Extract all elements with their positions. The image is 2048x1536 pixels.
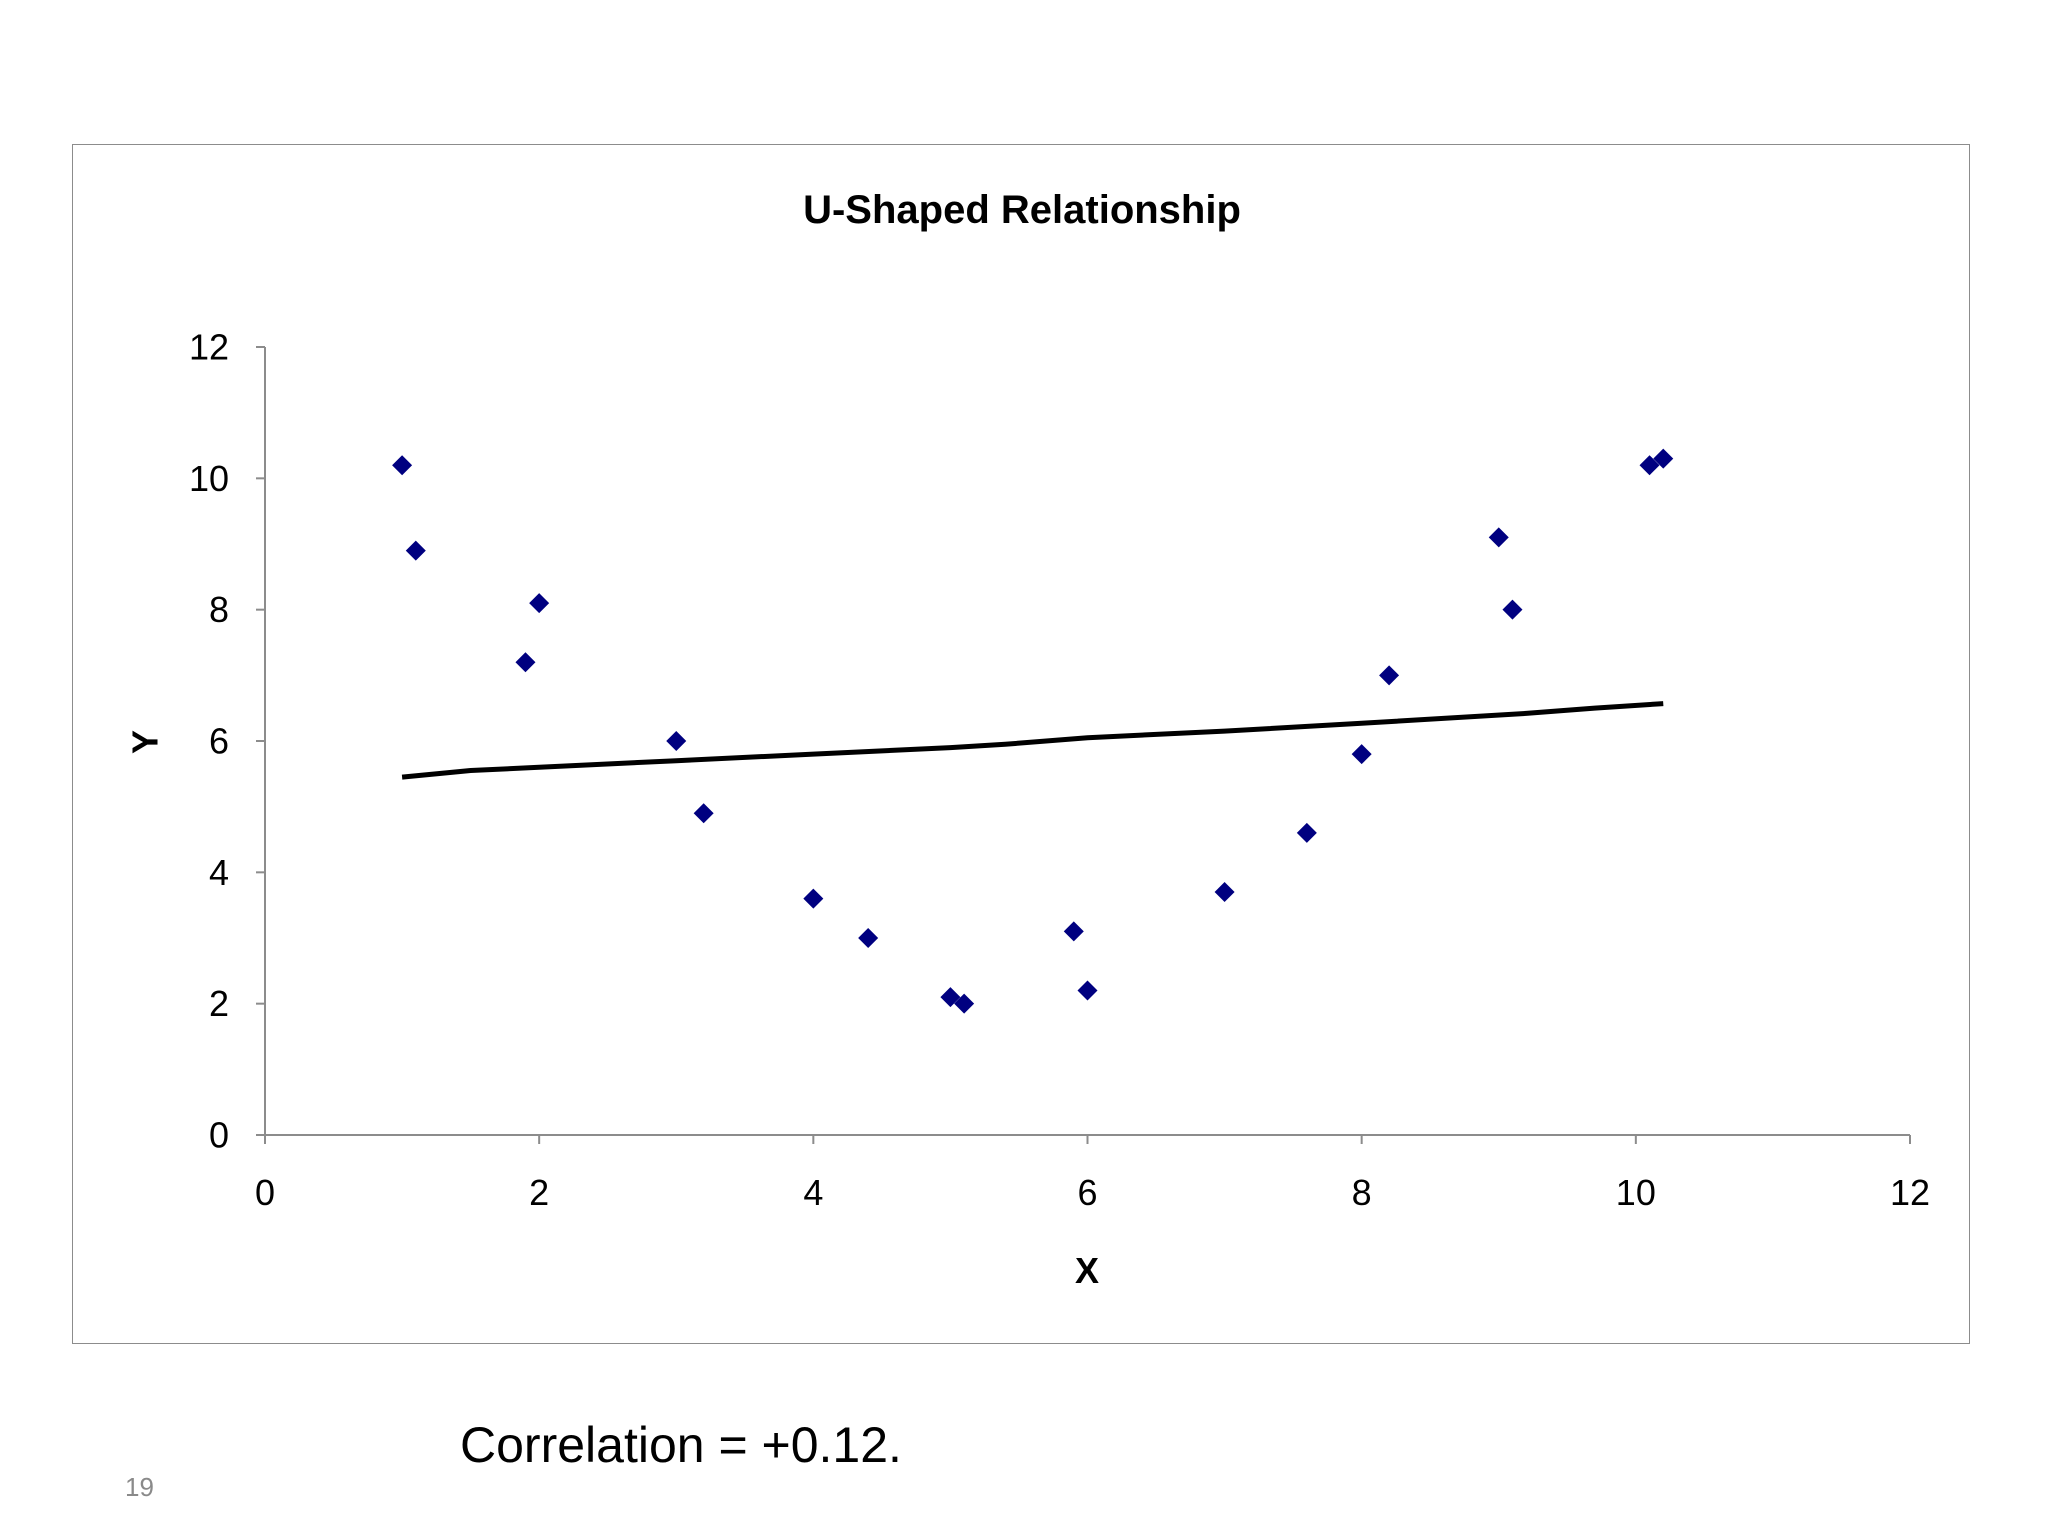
y-tick-label: 2 [209,983,229,1024]
data-point [1077,980,1098,1001]
x-tick-label: 8 [1352,1172,1372,1213]
x-tick-label: 2 [529,1172,549,1213]
data-point [1488,527,1509,548]
x-tick-label: 0 [255,1172,275,1213]
y-tick-label: 8 [209,589,229,630]
data-point [1296,822,1317,843]
data-point [940,987,961,1008]
y-tick-label: 12 [189,327,229,368]
x-tick-label: 10 [1616,1172,1656,1213]
data-point [1653,448,1674,469]
data-point [1379,665,1400,686]
y-tick-label: 6 [209,721,229,762]
data-point [1214,882,1235,903]
chart-area: U-Shaped Relationship 0 2 4 6 8 10 12 0 2 4 6 8 10 1… [72,144,1970,1344]
x-tick-label: 6 [1077,1172,1097,1213]
trendline [401,701,1664,780]
data-point [858,928,879,948]
data-points [392,448,1674,1014]
data-point [529,593,550,614]
data-point [1063,921,1084,942]
x-axis-ticks: 0 2 4 6 8 10 12 [255,1135,1930,1213]
data-point [1639,455,1660,476]
y-tick-label: 10 [189,458,229,499]
x-tick-label: 4 [803,1172,823,1213]
data-point [405,540,426,561]
data-point [1502,599,1523,620]
x-axis-label: X [1075,1250,1099,1291]
data-point [515,652,536,673]
data-point [954,993,975,1014]
chart-title: U-Shaped Relationship [803,188,1241,232]
x-tick-label: 12 [1890,1172,1930,1213]
trendline-layer [401,701,1664,780]
scatter-chart: U-Shaped Relationship 0 2 4 6 8 10 12 0 2 4 6 8 10 1… [125,188,1931,1291]
data-point [392,455,413,476]
y-axis-label: Y [125,730,166,754]
data-point [1351,744,1372,765]
data-point [666,731,687,751]
data-point [693,803,714,824]
correlation-caption: Correlation = +0.12. [460,1417,902,1473]
slide-number: 19 [125,1472,154,1502]
y-tick-label: 0 [209,1115,229,1156]
y-axis-ticks: 0 2 4 6 8 10 12 [189,327,265,1156]
y-tick-label: 4 [209,852,229,893]
data-point [803,888,824,909]
